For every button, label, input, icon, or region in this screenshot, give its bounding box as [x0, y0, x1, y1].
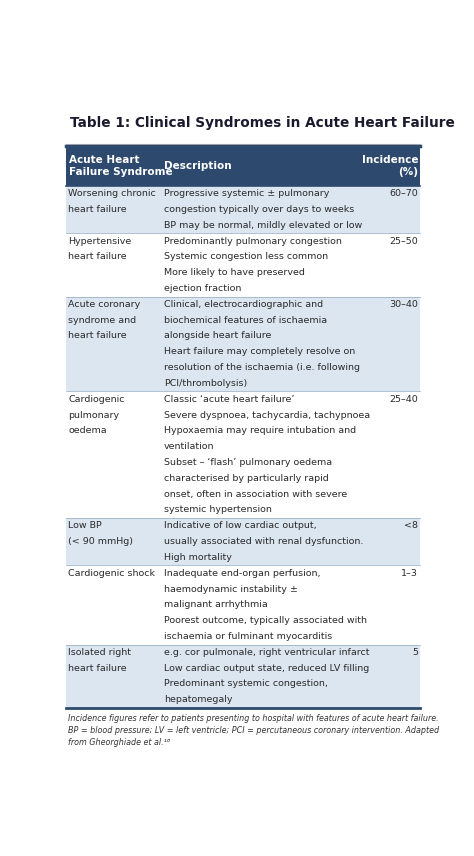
Text: Clinical, electrocardiographic and: Clinical, electrocardiographic and: [164, 300, 323, 309]
Text: heart failure: heart failure: [68, 663, 127, 673]
Bar: [66, 103, 420, 144]
Text: Poorest outcome, typically associated with: Poorest outcome, typically associated wi…: [164, 616, 367, 625]
Text: ischaemia or fulminant myocarditis: ischaemia or fulminant myocarditis: [164, 632, 332, 641]
Text: Acute coronary: Acute coronary: [68, 300, 140, 309]
Text: Acute Heart
Failure Syndrome: Acute Heart Failure Syndrome: [69, 155, 173, 177]
Bar: [66, 518, 420, 566]
Text: biochemical features of ischaemia: biochemical features of ischaemia: [164, 316, 327, 324]
Text: Incidence
(%): Incidence (%): [362, 155, 418, 177]
Text: congestion typically over days to weeks: congestion typically over days to weeks: [164, 205, 354, 214]
Text: BP may be normal, mildly elevated or low: BP may be normal, mildly elevated or low: [164, 221, 362, 229]
Text: pulmonary: pulmonary: [68, 411, 119, 419]
Text: Heart failure may completely resolve on: Heart failure may completely resolve on: [164, 348, 355, 356]
Text: 60–70: 60–70: [390, 189, 418, 198]
Text: High mortality: High mortality: [164, 553, 232, 562]
Bar: [66, 391, 420, 518]
Text: Classic ‘acute heart failure’: Classic ‘acute heart failure’: [164, 395, 294, 404]
Text: alongside heart failure: alongside heart failure: [164, 331, 271, 341]
Text: Description: Description: [164, 161, 232, 171]
Text: 25–40: 25–40: [390, 395, 418, 404]
Text: 30–40: 30–40: [389, 300, 418, 309]
Text: syndrome and: syndrome and: [68, 316, 136, 324]
Text: ejection fraction: ejection fraction: [164, 284, 241, 293]
Bar: [66, 146, 420, 186]
Text: heart failure: heart failure: [68, 331, 127, 341]
Text: systemic hypertension: systemic hypertension: [164, 505, 272, 514]
Text: Indicative of low cardiac output,: Indicative of low cardiac output,: [164, 521, 316, 530]
Text: Incidence figures refer to patients presenting to hospital with features of acut: Incidence figures refer to patients pres…: [68, 715, 439, 747]
Text: heart failure: heart failure: [68, 205, 127, 214]
Text: Cardiogenic shock: Cardiogenic shock: [68, 568, 155, 578]
Text: ventilation: ventilation: [164, 443, 214, 451]
Text: 25–50: 25–50: [390, 236, 418, 246]
Text: Progressive systemic ± pulmonary: Progressive systemic ± pulmonary: [164, 189, 329, 198]
Text: Severe dyspnoea, tachycardia, tachypnoea: Severe dyspnoea, tachycardia, tachypnoea: [164, 411, 370, 419]
Bar: [66, 186, 420, 233]
Bar: [66, 233, 420, 296]
Text: haemodynamic instability ±: haemodynamic instability ±: [164, 585, 298, 593]
Text: Hypertensive: Hypertensive: [68, 236, 131, 246]
Text: malignant arrhythmia: malignant arrhythmia: [164, 600, 267, 609]
Text: Predominant systemic congestion,: Predominant systemic congestion,: [164, 680, 328, 688]
Text: hepatomegaly: hepatomegaly: [164, 695, 232, 704]
Text: 1–3: 1–3: [401, 568, 418, 578]
Text: 5: 5: [412, 648, 418, 657]
Text: heart failure: heart failure: [68, 253, 127, 261]
Text: e.g. cor pulmonale, right ventricular infarct: e.g. cor pulmonale, right ventricular in…: [164, 648, 369, 657]
Bar: [66, 645, 420, 708]
Text: onset, often in association with severe: onset, often in association with severe: [164, 490, 347, 499]
Text: Isolated right: Isolated right: [68, 648, 131, 657]
Text: Subset – ‘flash’ pulmonary oedema: Subset – ‘flash’ pulmonary oedema: [164, 458, 332, 467]
Text: oedema: oedema: [68, 426, 107, 436]
Text: (< 90 mmHg): (< 90 mmHg): [68, 537, 133, 546]
Text: PCI/thrombolysis): PCI/thrombolysis): [164, 379, 247, 388]
Text: Worsening chronic: Worsening chronic: [68, 189, 156, 198]
Bar: [66, 296, 420, 391]
Bar: [66, 566, 420, 645]
Text: Low cardiac output state, reduced LV filling: Low cardiac output state, reduced LV fil…: [164, 663, 369, 673]
Text: Inadequate end-organ perfusion,: Inadequate end-organ perfusion,: [164, 568, 320, 578]
Text: characterised by particularly rapid: characterised by particularly rapid: [164, 474, 328, 483]
Text: Low BP: Low BP: [68, 521, 102, 530]
Text: Systemic congestion less common: Systemic congestion less common: [164, 253, 328, 261]
Text: Predominantly pulmonary congestion: Predominantly pulmonary congestion: [164, 236, 342, 246]
Text: resolution of the ischaemia (i.e. following: resolution of the ischaemia (i.e. follow…: [164, 363, 360, 372]
Text: usually associated with renal dysfunction.: usually associated with renal dysfunctio…: [164, 537, 363, 546]
Text: <8: <8: [404, 521, 418, 530]
Text: Table 1: Clinical Syndromes in Acute Heart Failure: Table 1: Clinical Syndromes in Acute Hea…: [70, 116, 454, 130]
Text: Hypoxaemia may require intubation and: Hypoxaemia may require intubation and: [164, 426, 356, 436]
Text: Cardiogenic: Cardiogenic: [68, 395, 125, 404]
Text: More likely to have preserved: More likely to have preserved: [164, 268, 305, 277]
